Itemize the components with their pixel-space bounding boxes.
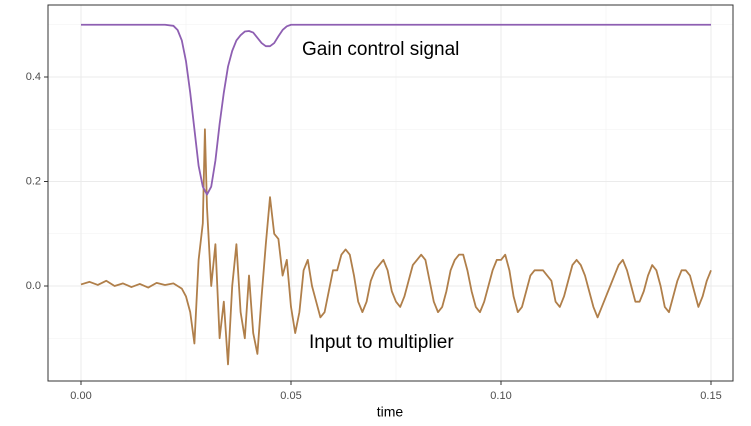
y-tick-label: 0.2: [26, 175, 41, 187]
x-tick-label: 0.00: [70, 390, 91, 402]
series-annotation: Input to multiplier: [309, 332, 454, 353]
series-annotation: Gain control signal: [302, 39, 459, 60]
x-tick-label: 0.10: [490, 390, 511, 402]
x-tick-label: 0.05: [280, 390, 301, 402]
series-line: [80, 128, 712, 366]
y-tick-label: 0.0: [26, 280, 41, 292]
x-axis-label: time: [377, 404, 404, 420]
y-tick-label: 0.4: [26, 71, 41, 83]
x-tick-label: 0.15: [700, 390, 721, 402]
panel-border: [47, 4, 734, 382]
series-line: [81, 23, 711, 196]
